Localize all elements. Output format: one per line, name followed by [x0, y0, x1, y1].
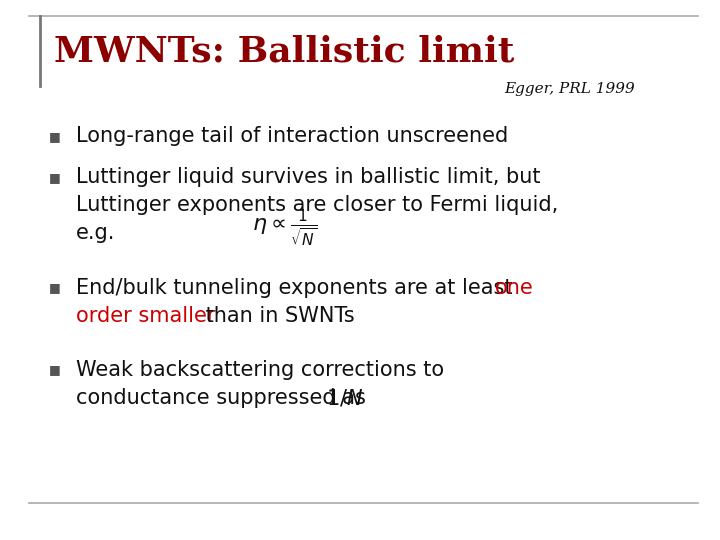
Text: Long-range tail of interaction unscreened: Long-range tail of interaction unscreene… [76, 126, 508, 146]
Text: ■: ■ [49, 171, 60, 184]
Text: than in SWNTs: than in SWNTs [199, 306, 355, 326]
Text: ■: ■ [49, 130, 60, 143]
Text: order smaller: order smaller [76, 306, 215, 326]
Text: MWNTs: Ballistic limit: MWNTs: Ballistic limit [54, 35, 514, 68]
Text: Egger, PRL 1999: Egger, PRL 1999 [504, 82, 635, 96]
Text: Luttinger exponents are closer to Fermi liquid,: Luttinger exponents are closer to Fermi … [76, 195, 558, 215]
Text: End/bulk tunneling exponents are at least: End/bulk tunneling exponents are at leas… [76, 278, 518, 298]
Text: one: one [495, 278, 534, 298]
Text: e.g.: e.g. [76, 223, 115, 244]
Text: conductance suppressed as: conductance suppressed as [76, 388, 372, 408]
Text: Weak backscattering corrections to: Weak backscattering corrections to [76, 360, 444, 380]
Text: ■: ■ [49, 363, 60, 376]
Text: $\eta \propto \frac{1}{\sqrt{N}}$: $\eta \propto \frac{1}{\sqrt{N}}$ [252, 208, 318, 249]
Text: Luttinger liquid survives in ballistic limit, but: Luttinger liquid survives in ballistic l… [76, 167, 540, 187]
Text: $\mathit{1/N}$: $\mathit{1/N}$ [326, 388, 364, 408]
Text: ■: ■ [49, 281, 60, 294]
